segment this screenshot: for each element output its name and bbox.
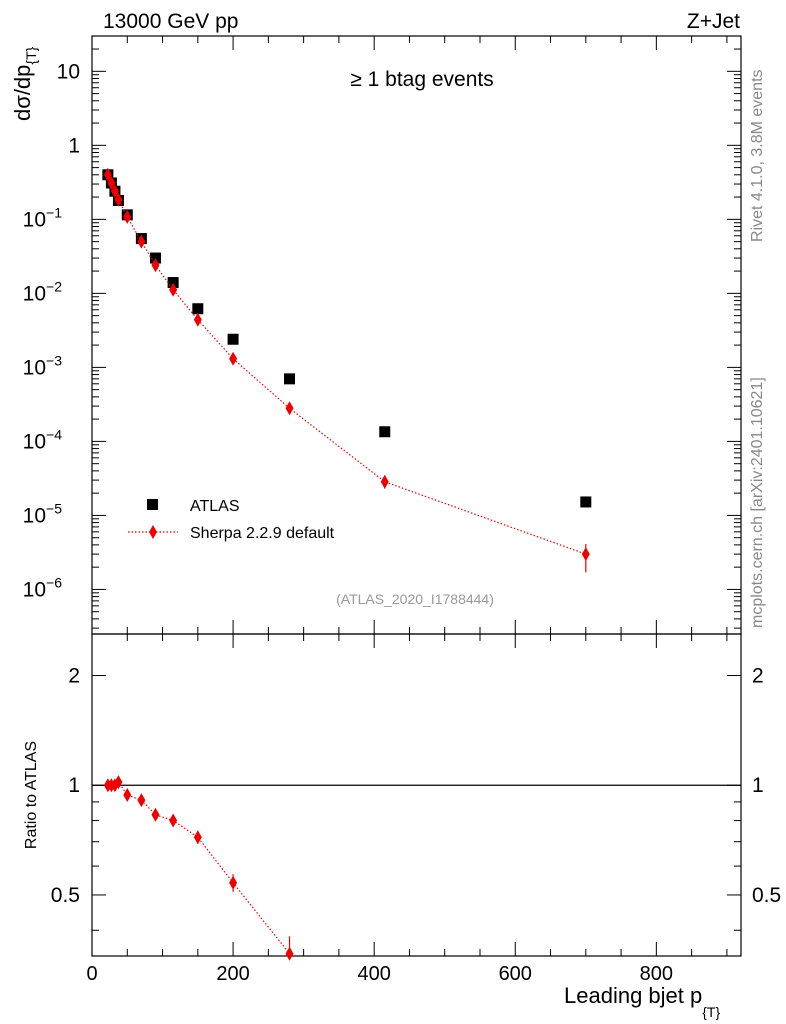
ratio-point xyxy=(114,775,123,790)
sherpa-point xyxy=(229,351,238,366)
main-y-tick-label: 10−4 xyxy=(23,426,63,453)
main-y-axis-label: dσ/dp{T} xyxy=(10,46,39,121)
main-y-tick-label: 10−1 xyxy=(23,204,63,231)
ratio-point xyxy=(285,946,294,961)
atlas-point xyxy=(227,333,239,345)
sherpa-point xyxy=(285,401,294,416)
main-y-tick-label: 10−5 xyxy=(23,500,63,527)
ratio-panel-frame xyxy=(91,633,742,957)
atlas-point xyxy=(192,303,204,315)
atlas-point xyxy=(284,373,296,385)
rivet-info: Rivet 4.1.0, 3.8M events xyxy=(749,69,766,242)
legend-atlas-label: ATLAS xyxy=(190,498,240,515)
ratio-y-tick-label-right: 1 xyxy=(752,774,764,797)
sherpa-point xyxy=(110,184,119,199)
ratio-point xyxy=(137,793,146,808)
sherpa-point xyxy=(151,258,160,273)
x-axis-label: Leading bjet p{T} xyxy=(564,983,720,1020)
ratio-y-tick-label: 2 xyxy=(68,665,80,688)
main-y-tick-label: 10−3 xyxy=(23,352,63,379)
collision-label: 13000 GeV pp xyxy=(103,10,238,33)
legend-sherpa-label: Sherpa 2.2.9 default xyxy=(190,525,335,542)
ratio-y-tick-label-right: 2 xyxy=(752,665,764,688)
x-tick-label: 800 xyxy=(640,963,673,985)
main-y-tick-label: 10−2 xyxy=(23,278,63,305)
sherpa-point xyxy=(123,209,132,224)
sherpa-line xyxy=(107,174,587,555)
atlas-point xyxy=(167,277,179,289)
x-tick-label: 600 xyxy=(499,963,532,985)
ratio-y-tick-label: 0.5 xyxy=(51,884,80,907)
ratio-y-axis-label: Ratio to ATLAS xyxy=(23,741,40,849)
sherpa-point xyxy=(169,282,178,297)
sherpa-point xyxy=(137,234,146,249)
atlas-point xyxy=(149,252,161,264)
ratio-y-tick-label: 1 xyxy=(68,774,80,797)
ratio-point xyxy=(169,813,178,828)
sherpa-point xyxy=(114,192,123,207)
x-tick-label: 200 xyxy=(216,963,249,985)
ratio-line xyxy=(107,781,290,955)
sherpa-point xyxy=(193,312,202,327)
main-y-tick-label: 10 xyxy=(57,60,80,83)
main-y-tick-label: 1 xyxy=(68,134,80,157)
sherpa-point xyxy=(581,547,590,562)
main-panel-frame xyxy=(91,35,742,635)
x-tick-label: 0 xyxy=(86,963,97,985)
atlas-point xyxy=(379,426,391,438)
ratio-point xyxy=(151,807,160,822)
legend-sherpa-marker xyxy=(149,525,157,539)
sherpa-point xyxy=(380,474,389,489)
process-label: Z+Jet xyxy=(687,10,740,33)
atlas-point xyxy=(580,496,592,508)
sherpa-point xyxy=(103,167,112,182)
main-y-tick-label: 10−6 xyxy=(23,574,63,601)
legend-atlas-marker xyxy=(147,499,158,510)
analysis-label: (ATLAS_2020_I1788444) xyxy=(336,591,494,607)
ratio-point xyxy=(229,875,238,890)
ratio-point xyxy=(193,830,202,845)
ratio-y-tick-label-right: 0.5 xyxy=(752,884,781,907)
sherpa-point xyxy=(107,175,116,190)
selection-label: ≥ 1 btag events xyxy=(350,68,493,91)
mcplots-info: mcplots.cern.ch [arXiv:2401.10621] xyxy=(749,377,766,628)
x-tick-label: 400 xyxy=(357,963,390,985)
ratio-point xyxy=(123,788,132,803)
